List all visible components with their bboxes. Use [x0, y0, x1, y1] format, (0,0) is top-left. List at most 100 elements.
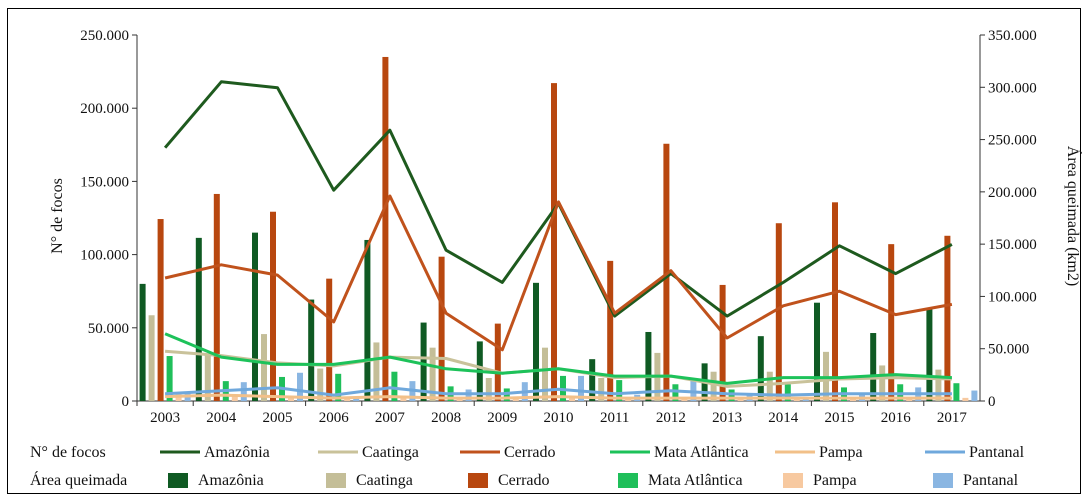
- legend-bar-swatch: [326, 473, 346, 488]
- lines-layer: [163, 80, 953, 400]
- legend-line-label: Mata Atlântica: [654, 444, 749, 461]
- bar: [195, 237, 202, 401]
- bars-layer: [139, 56, 978, 402]
- bar: [148, 315, 155, 401]
- bar: [589, 359, 596, 401]
- bar: [204, 354, 211, 401]
- bar: [240, 382, 247, 401]
- x-tick-label: 2008: [431, 410, 461, 426]
- bar: [737, 398, 744, 401]
- bar: [288, 396, 294, 401]
- bar: [645, 331, 652, 401]
- legend-focos-label: N° de focos: [30, 444, 106, 461]
- x-tick-label: 2009: [487, 410, 517, 426]
- y-right-tick-label: 150.000: [988, 237, 1037, 253]
- bar: [757, 336, 764, 401]
- labels-layer: N° de focos Área queimada (km2) N° de fo…: [30, 146, 1083, 489]
- legend-bar-swatch: [468, 473, 488, 488]
- y-right-tick-label: 50.000: [988, 342, 1029, 358]
- x-tick-label: 2013: [712, 410, 742, 426]
- y-right-tick-label: 100.000: [988, 289, 1037, 305]
- bar: [465, 389, 472, 401]
- bar: [373, 342, 380, 401]
- bar: [607, 260, 614, 401]
- bar: [719, 284, 726, 401]
- x-tick-label: 2014: [768, 410, 799, 426]
- legend-line-label: Cerrado: [504, 444, 556, 461]
- legend-bar-swatch: [168, 473, 188, 488]
- bar: [382, 56, 389, 402]
- bar: [542, 347, 548, 401]
- y-axis-right-label: Área queimada (km2): [1064, 146, 1083, 286]
- x-tick-label: 2006: [319, 410, 350, 426]
- bar: [944, 235, 951, 401]
- y-right-tick-label: 0: [988, 394, 996, 410]
- legend-bar-label: Pantanal: [963, 472, 1019, 489]
- x-tick-label: 2012: [656, 410, 686, 426]
- bar: [157, 219, 164, 401]
- bar: [616, 380, 623, 401]
- series-line: [164, 194, 953, 352]
- bar: [569, 397, 575, 401]
- x-tick-label: 2003: [150, 410, 180, 426]
- chart-frame: [7, 8, 1081, 494]
- x-tick-label: 2007: [375, 410, 406, 426]
- bar: [391, 371, 398, 401]
- legend-bar-label: Pampa: [813, 472, 857, 489]
- series-line: [165, 386, 952, 397]
- bar: [317, 368, 324, 401]
- y-right-tick-label: 200.000: [988, 185, 1037, 201]
- bar: [420, 322, 427, 401]
- x-tick-label: 2010: [544, 410, 574, 426]
- x-tick-label: 2016: [881, 410, 912, 426]
- legend-bar-swatch: [783, 473, 803, 488]
- bar: [598, 377, 605, 401]
- bar: [512, 397, 519, 401]
- bar: [494, 323, 501, 401]
- bar: [261, 334, 267, 401]
- y-right-tick-label: 350.000: [988, 28, 1037, 44]
- bar: [832, 202, 838, 401]
- legend-layer: Amazônia Caatinga Cerrado Mata Atlântica Pam…: [160, 444, 1025, 489]
- bar: [814, 302, 820, 401]
- series-line: [164, 332, 952, 385]
- bar: [935, 369, 942, 401]
- y-left-tick-label: 200.000: [80, 101, 129, 117]
- bar: [962, 397, 969, 401]
- legend-bar-label: Caatinga: [356, 472, 413, 489]
- x-tick-label: 2015: [825, 410, 855, 426]
- bar: [326, 278, 333, 401]
- x-tick-label: 2011: [600, 410, 629, 426]
- bar: [139, 283, 146, 401]
- bar: [879, 365, 886, 401]
- legend-line-label: Caatinga: [362, 444, 419, 461]
- bar: [231, 394, 238, 401]
- y-axis-left-label: N° de focos: [49, 178, 66, 254]
- axes-layer: 0 50.000 100.000 150.000 200.000 250.000 0 50.0…: [80, 28, 1037, 426]
- bar: [335, 373, 342, 401]
- bar: [270, 211, 276, 401]
- bar: [926, 307, 933, 401]
- bar: [166, 356, 173, 401]
- bar: [784, 384, 791, 401]
- bar: [953, 383, 960, 401]
- x-tick-label: 2005: [263, 410, 293, 426]
- bar: [870, 333, 877, 401]
- legend-line-label: Pampa: [819, 444, 863, 461]
- series-line: [165, 393, 952, 400]
- bar: [710, 371, 717, 401]
- bar: [578, 375, 584, 401]
- legend-bar-label: Mata Atlântica: [648, 472, 743, 489]
- y-left-tick-label: 0: [122, 394, 130, 410]
- bar: [971, 390, 978, 401]
- bar: [775, 223, 782, 401]
- x-tick-label: 2004: [206, 410, 237, 426]
- legend-bar-swatch: [933, 473, 953, 488]
- bar: [551, 83, 557, 402]
- legend-bar-label: Cerrado: [498, 472, 550, 489]
- bar: [888, 244, 895, 401]
- bar: [213, 193, 220, 401]
- y-left-tick-label: 250.000: [80, 28, 129, 44]
